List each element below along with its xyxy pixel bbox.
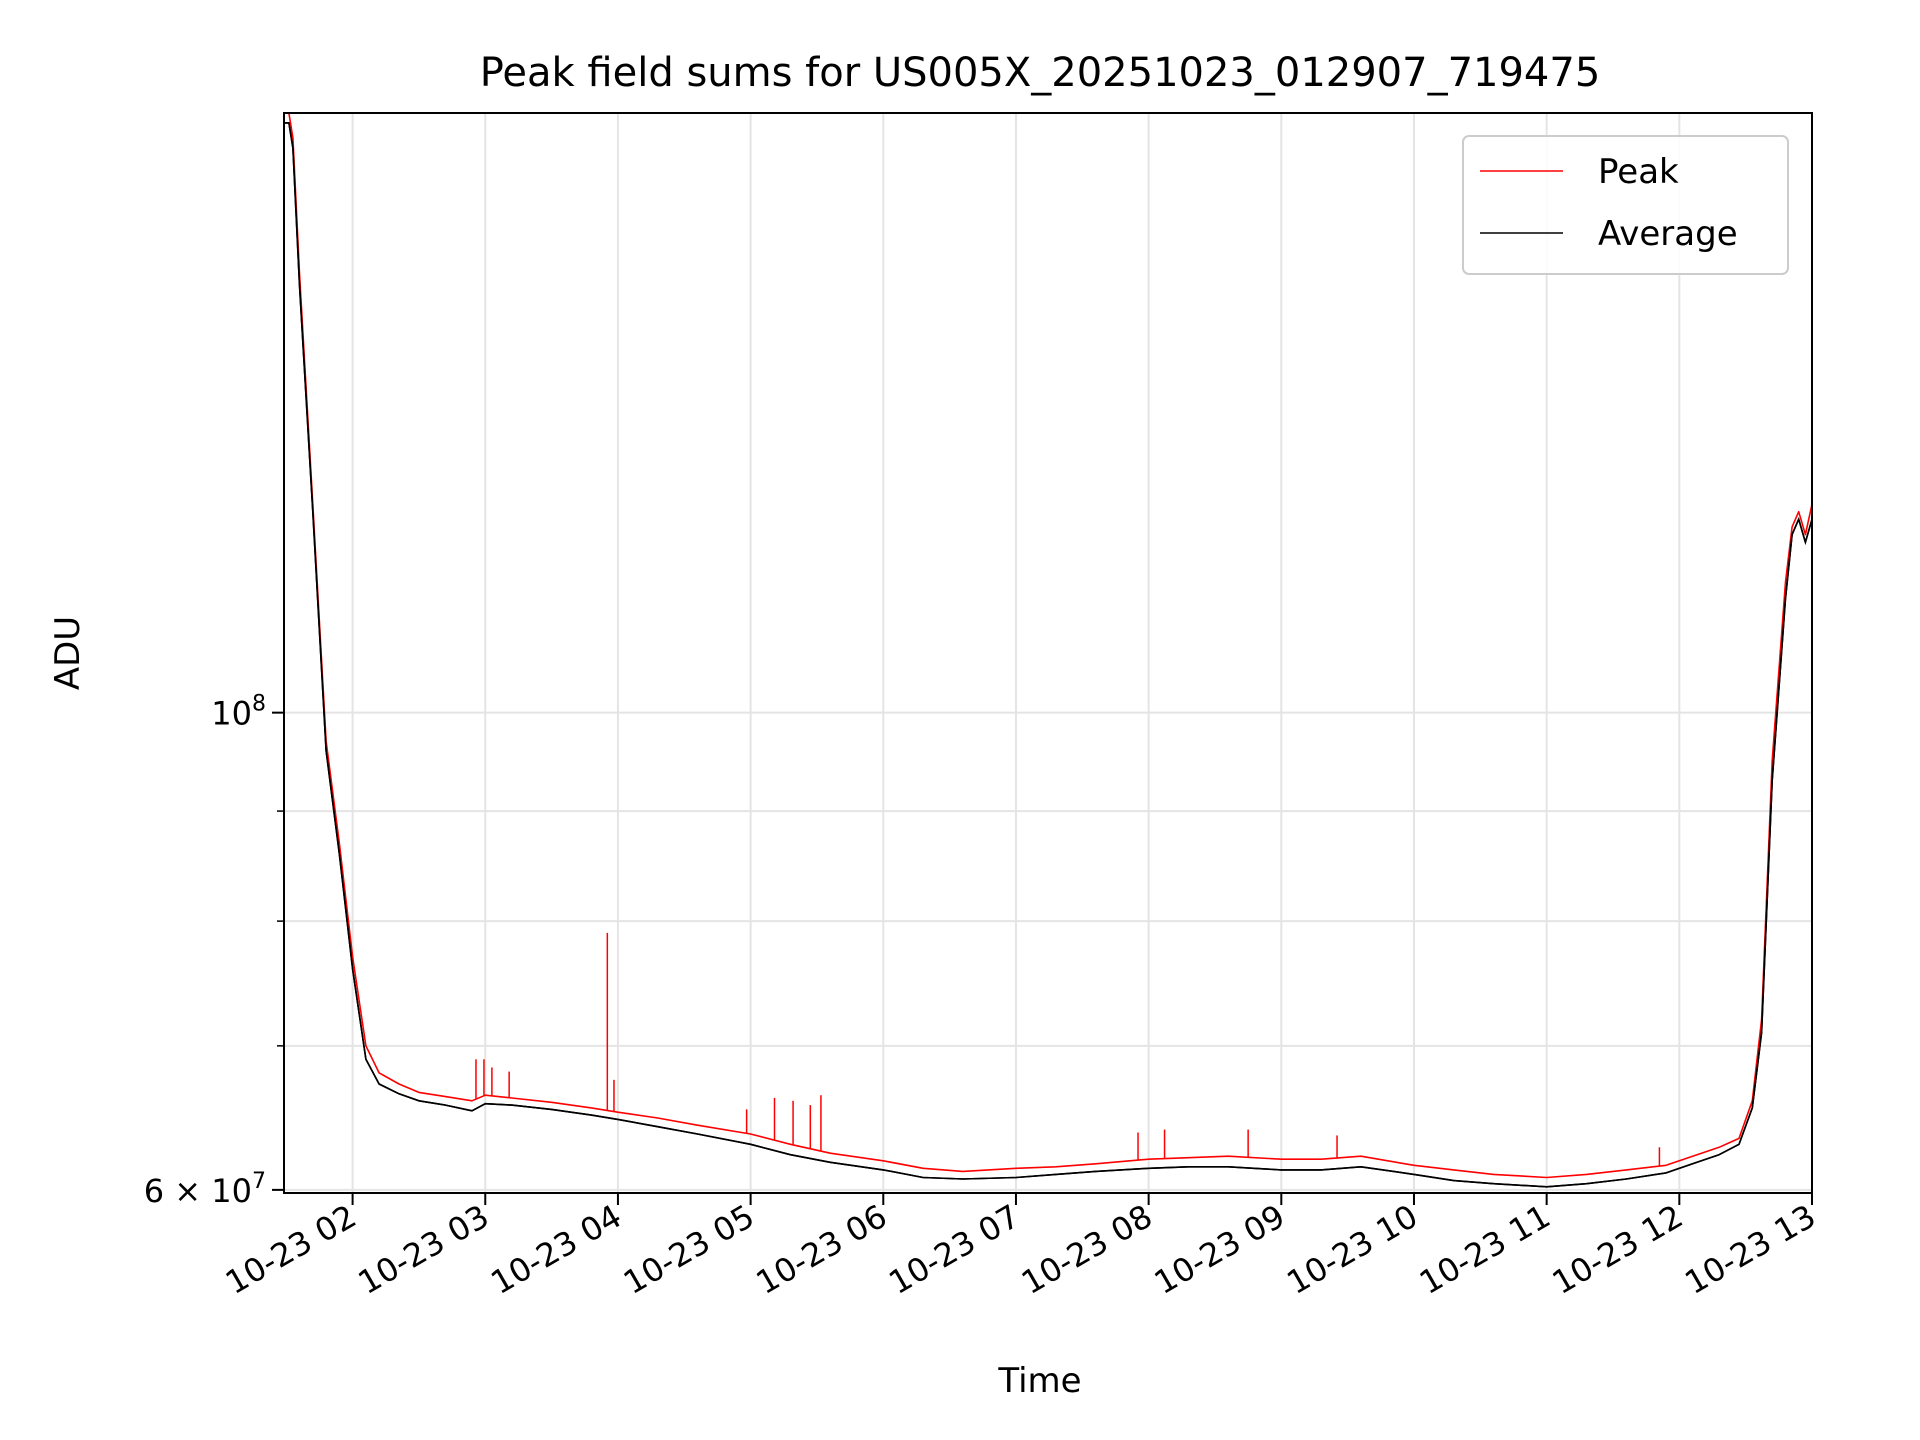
y-tick-label-exponent: 7 [252,1169,266,1194]
series-layer [284,113,1812,1188]
y-tick-label-base: 10 [211,695,252,733]
series-line-average-top [284,122,1812,1188]
y-tick-label: 108 [211,692,266,733]
grid [284,113,1813,1193]
series-group [284,113,1812,1188]
legend-label-average: Average [1598,214,1738,254]
y-tick-label-base: 6 × 10 [144,1172,252,1210]
legend: Peak Average [1462,135,1789,275]
legend-label-peak: Peak [1598,152,1679,192]
plot-frame [283,112,1813,1194]
y-tick-label-exponent: 8 [252,692,266,717]
chart-title: Peak field sums for US005X_20251023_0129… [480,50,1601,96]
y-tick-label: 6 × 107 [144,1169,266,1210]
y-axis-label: ADU [48,616,88,690]
series-line-peak [284,113,1812,1179]
x-axis-label: Time [997,1361,1081,1401]
